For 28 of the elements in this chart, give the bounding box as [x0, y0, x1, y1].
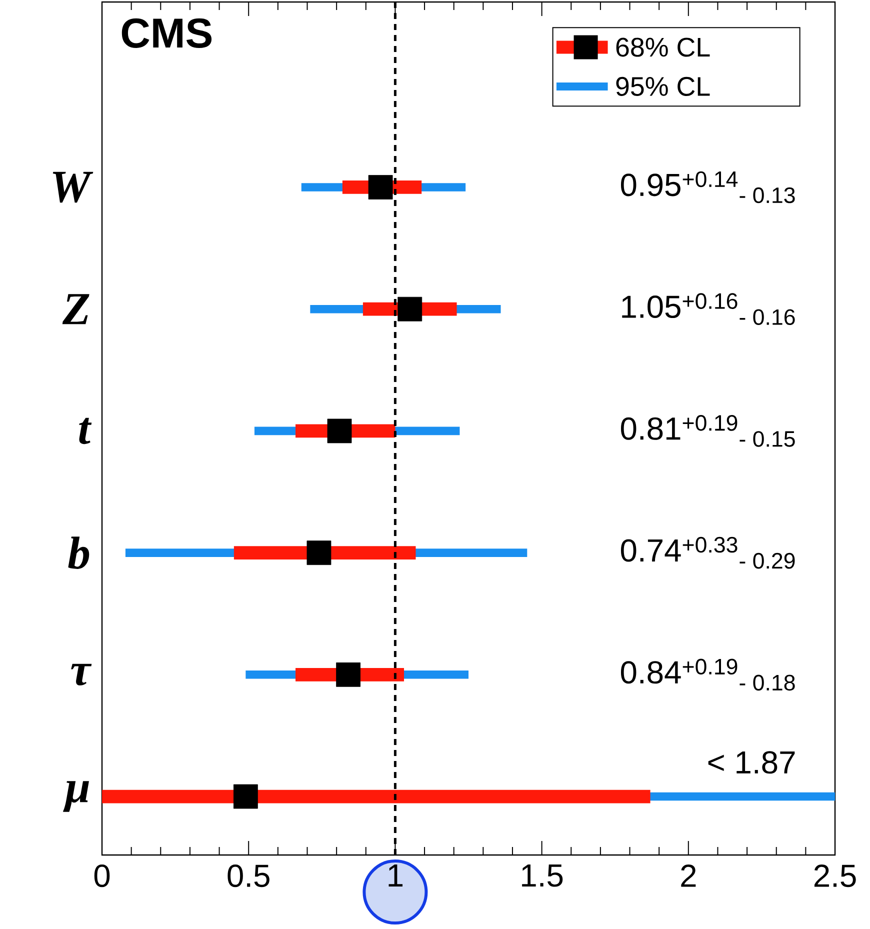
annotation: 1.05$^{+0.16}$- 0.16	[622, 293, 795, 326]
y-tick-label: Z	[62, 294, 90, 324]
y-tick-label: τ	[71, 664, 92, 686]
annotation: 0.95$^{+0.14}$- 0.13	[620, 171, 795, 204]
chart-title: CMS	[122, 18, 212, 48]
x-tick-label: 2	[681, 864, 696, 887]
y-tick-label: b	[68, 536, 90, 569]
x-tick-label: 1	[388, 864, 403, 886]
x-tick-label: 0	[94, 864, 110, 888]
point	[233, 784, 258, 809]
legend-label: 95% CL	[616, 76, 710, 96]
x-tick-label: 2.5	[814, 864, 856, 888]
point	[306, 540, 332, 566]
bar	[102, 790, 650, 804]
y-tick-label: t	[79, 418, 92, 444]
point	[398, 296, 422, 322]
x-tick-label: 1.5	[522, 864, 563, 887]
point	[336, 662, 360, 687]
annotation: < 1.87	[708, 751, 795, 774]
x-tick-label: 0.5	[228, 864, 270, 888]
point	[327, 418, 352, 444]
y-tick-label: μ	[63, 781, 89, 812]
point	[368, 175, 393, 200]
legend-label: 68% CL	[616, 38, 710, 57]
y-tick-label: W	[52, 172, 94, 203]
annotation: 0.84$^{+0.19}$- 0.18	[620, 658, 795, 691]
annotation: 0.74$^{+0.33}$- 0.29	[620, 536, 795, 569]
annotation: 0.81$^{+0.19}$- 0.15	[620, 415, 795, 447]
